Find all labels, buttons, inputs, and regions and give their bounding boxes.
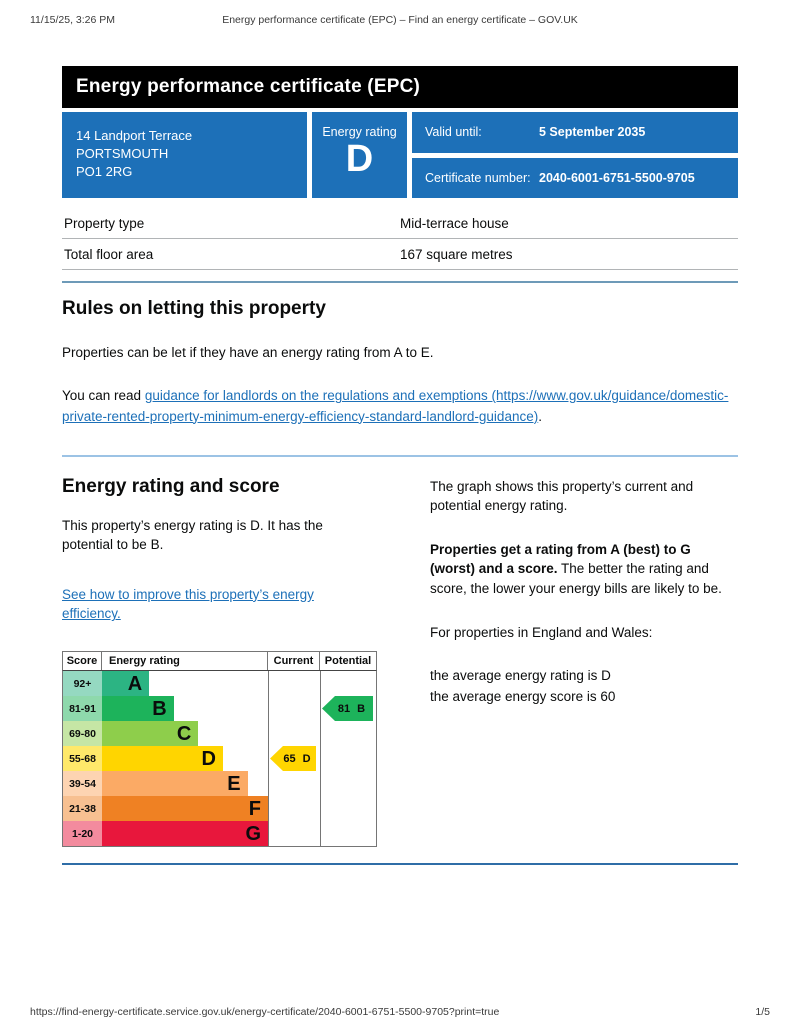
- table-row: Property type Mid-terrace house: [62, 208, 738, 239]
- potential-rating-arrow: 81 B: [322, 696, 373, 721]
- print-datetime: 11/15/25, 3:26 PM: [30, 14, 116, 26]
- band-score-range: 21-38: [63, 796, 102, 821]
- band-score-range: 55-68: [63, 746, 102, 771]
- address-line-3: PO1 2RG: [76, 164, 133, 180]
- band-bar: G: [102, 821, 268, 846]
- rating-section: Energy rating and score This property’s …: [62, 457, 738, 847]
- rating-scale-explainer: Properties get a rating from A (best) to…: [430, 540, 738, 599]
- epc-band-row: 92+ A: [63, 671, 268, 696]
- average-rating-line: the average energy rating is D: [430, 668, 611, 684]
- band-letter: G: [245, 822, 261, 845]
- property-address-box: 14 Landport Terrace PORTSMOUTH PO1 2RG: [62, 112, 307, 198]
- potential-column-header: Potential: [319, 652, 376, 670]
- link-prefix: You can read: [62, 388, 145, 404]
- band-bar: C: [102, 721, 199, 746]
- floor-area-label: Total floor area: [64, 247, 154, 262]
- certificate-number-value: 2040-6001-6751-5500-9705: [539, 170, 695, 185]
- improve-efficiency-link[interactable]: See how to improve this property’s energ…: [62, 586, 314, 622]
- rating-scale-bold: Properties get a rating from A (best) to…: [430, 541, 691, 577]
- band-letter: F: [248, 797, 261, 820]
- england-wales-intro: For properties in England and Wales:: [430, 624, 653, 640]
- landlord-guidance-link[interactable]: guidance for landlords on the regulation…: [62, 388, 729, 424]
- band-score-range: 69-80: [63, 721, 102, 746]
- valid-until-label: Valid until:: [425, 125, 482, 140]
- browser-print-footer: https://find-energy-certificate.service.…: [30, 1006, 770, 1018]
- certificate-summary: 14 Landport Terrace PORTSMOUTH PO1 2RG E…: [62, 112, 738, 198]
- valid-until-value: 5 September 2035: [539, 125, 646, 140]
- band-bar: D: [102, 746, 223, 771]
- rating-left-column: Energy rating and score This property’s …: [62, 457, 394, 847]
- browser-print-header: 11/15/25, 3:26 PM Energy performance cer…: [30, 14, 770, 28]
- rules-heading: Rules on letting this property: [62, 298, 326, 319]
- address-line-2: PORTSMOUTH: [76, 146, 169, 162]
- certificate-banner: Energy performance certificate (EPC): [62, 66, 738, 108]
- rating-heading: Energy rating and score: [62, 475, 280, 497]
- band-bar: F: [102, 796, 268, 821]
- energy-rating-label: Energy rating: [322, 125, 397, 139]
- current-rating-arrow: 65 D: [270, 746, 316, 771]
- rating-column-header: Energy rating: [109, 655, 180, 667]
- epc-band-row: 55-68 D: [63, 746, 268, 771]
- band-letter: A: [127, 672, 143, 695]
- band-score-range: 92+: [63, 671, 102, 696]
- print-url: https://find-energy-certificate.service.…: [30, 1006, 500, 1018]
- graph-header-row: Score Energy rating Current Potential: [62, 651, 377, 671]
- section-divider: [62, 863, 738, 865]
- property-type-label: Property type: [64, 216, 145, 231]
- certificate-number-box: Certificate number: 2040-6001-6751-5500-…: [412, 157, 738, 198]
- table-row: Total floor area 167 square metres: [62, 239, 738, 270]
- current-column-header: Current: [267, 652, 319, 670]
- rules-paragraph: Properties can be let if they have an en…: [62, 345, 434, 360]
- band-bar: A: [102, 671, 150, 696]
- current-rating-column: 65 D: [268, 671, 320, 846]
- band-score-range: 1-20: [63, 821, 102, 846]
- epc-band-row: 69-80 C: [63, 721, 268, 746]
- epc-band-row: 21-38 F: [63, 796, 268, 821]
- page-title: Energy performance certificate (EPC): [76, 76, 421, 97]
- band-bar: E: [102, 771, 248, 796]
- energy-rating-box: Energy rating D: [312, 112, 407, 198]
- epc-band-row: 81-91 B: [63, 696, 268, 721]
- validity-column: Valid until: 5 September 2035 Certificat…: [412, 112, 738, 198]
- rating-right-column: The graph shows this property’s current …: [430, 457, 738, 847]
- link-suffix: .: [538, 408, 542, 424]
- section-divider: [62, 454, 738, 457]
- rating-description: This property’s energy rating is D. It h…: [62, 517, 323, 553]
- valid-until-box: Valid until: 5 September 2035: [412, 112, 738, 153]
- property-details-table: Property type Mid-terrace house Total fl…: [62, 208, 738, 270]
- epc-band-row: 39-54 E: [63, 771, 268, 796]
- epc-bands-column: 92+ A 81-91 B 69-80 C 55-68 D 39-54 E 21-38 F 1-20 G: [63, 671, 268, 846]
- band-score-range: 81-91: [63, 696, 102, 721]
- band-letter: C: [176, 722, 192, 745]
- band-score-range: 39-54: [63, 771, 102, 796]
- epc-page: Energy performance certificate (EPC) 14 …: [62, 66, 738, 865]
- address-line-1: 14 Landport Terrace: [76, 128, 193, 143]
- print-page-number: 1/5: [755, 1006, 770, 1018]
- band-letter: B: [152, 697, 167, 720]
- floor-area-value: 167 square metres: [400, 247, 513, 262]
- print-page-title: Energy performance certificate (EPC) – F…: [222, 14, 578, 26]
- energy-rating-value: D: [345, 138, 374, 180]
- certificate-number-label: Certificate number:: [425, 170, 531, 185]
- section-divider: [62, 281, 738, 283]
- rating-scale-rest: The better the rating and score, the low…: [430, 561, 722, 596]
- average-score-line: the average energy score is 60: [430, 689, 616, 705]
- energy-rating-graph: Score Energy rating Current Potential 92…: [62, 651, 377, 847]
- band-letter: D: [201, 747, 216, 770]
- potential-rating-column: 81 B: [320, 671, 377, 846]
- graph-body: 92+ A 81-91 B 69-80 C 55-68 D 39-54 E 21-38 F 1-20 G …: [62, 671, 377, 847]
- rules-section: Rules on letting this property Propertie…: [62, 298, 738, 427]
- rules-link-paragraph: You can read guidance for landlords on t…: [62, 386, 738, 427]
- band-bar: B: [102, 696, 174, 721]
- score-column-header: Score: [63, 652, 102, 670]
- graph-explainer: The graph shows this property’s current …: [430, 478, 694, 514]
- band-letter: E: [227, 772, 241, 795]
- property-type-value: Mid-terrace house: [400, 216, 509, 231]
- epc-band-row: 1-20 G: [63, 821, 268, 846]
